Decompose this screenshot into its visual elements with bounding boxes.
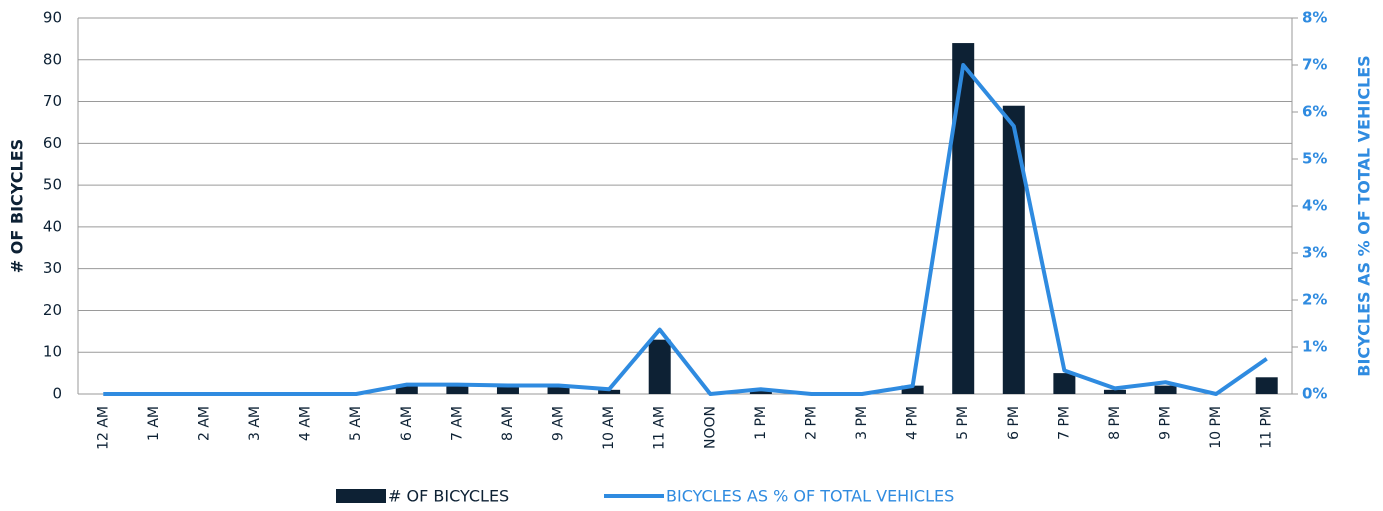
bar xyxy=(547,385,570,394)
y-tick-label: 30 xyxy=(43,259,62,277)
x-tick-label: 2 PM xyxy=(803,406,819,440)
x-tick-label: 10 PM xyxy=(1208,406,1224,449)
x-tick-label: 11 AM xyxy=(652,406,668,450)
y2-tick-label: 0% xyxy=(1302,385,1327,403)
bar xyxy=(1103,389,1126,394)
y-tick-label: 90 xyxy=(43,9,62,27)
bar xyxy=(598,389,621,394)
x-tick-label: 12 AM xyxy=(95,406,111,450)
y-tick-label: 60 xyxy=(43,134,62,152)
x-tick-label: 2 AM xyxy=(196,406,212,441)
x-tick-label: 7 AM xyxy=(449,406,465,441)
x-tick-label: 4 PM xyxy=(905,406,921,440)
x-tick-label: 4 AM xyxy=(298,406,314,441)
y-tick-label: 20 xyxy=(43,301,62,319)
bar xyxy=(395,385,418,394)
y2-tick-label: 6% xyxy=(1302,103,1327,121)
x-tick-label: 7 PM xyxy=(1056,406,1072,440)
legend-label: BICYCLES AS % OF TOTAL VEHICLES xyxy=(666,487,954,506)
line-series xyxy=(103,63,1268,396)
bar xyxy=(1154,385,1177,394)
legend-swatch xyxy=(336,489,386,503)
y2-tick-label: 2% xyxy=(1302,291,1327,309)
x-tick-label: 11 PM xyxy=(1259,406,1275,449)
y2-tick-label: 3% xyxy=(1302,244,1327,262)
bar xyxy=(1053,373,1076,394)
x-tick-label: 6 PM xyxy=(1006,406,1022,440)
x-tick-label: 9 AM xyxy=(551,406,567,441)
bar xyxy=(648,339,671,394)
bar xyxy=(901,385,924,394)
x-tick-label: 1 PM xyxy=(753,406,769,440)
x-tick-label: 9 PM xyxy=(1158,406,1174,440)
y-tick-label: 10 xyxy=(43,343,62,361)
x-tick-label: 5 AM xyxy=(348,406,364,441)
y2-axis-title: BICYCLES AS % OF TOTAL VEHICLES xyxy=(1355,55,1374,376)
y-tick-label: 0 xyxy=(52,385,62,403)
bar xyxy=(749,389,772,394)
bar xyxy=(1002,105,1025,394)
y-tick-label: 40 xyxy=(43,217,62,235)
x-tick-label: NOON xyxy=(702,406,718,449)
x-tick-label: 5 PM xyxy=(955,406,971,440)
y-axis-title: # OF BICYCLES xyxy=(8,139,27,273)
y2-tick-label: 8% xyxy=(1302,9,1327,27)
y2-tick-label: 5% xyxy=(1302,150,1327,168)
legend-label: # OF BICYCLES xyxy=(388,487,509,506)
bar xyxy=(446,385,469,394)
bar xyxy=(1255,377,1278,394)
y-tick-label: 80 xyxy=(43,50,62,68)
y2-tick-label: 1% xyxy=(1302,338,1327,356)
x-tick-label: 8 AM xyxy=(500,406,516,441)
y-tick-label: 50 xyxy=(43,176,62,194)
bar xyxy=(952,43,975,395)
y2-tick-label: 4% xyxy=(1302,197,1327,215)
x-tick-label: 10 AM xyxy=(601,406,617,450)
x-tick-label: 1 AM xyxy=(146,406,162,441)
y-tick-label: 70 xyxy=(43,92,62,110)
x-tick-label: 3 AM xyxy=(247,406,263,441)
bar xyxy=(496,385,519,394)
x-tick-label: 8 PM xyxy=(1107,406,1123,440)
x-tick-label: 6 AM xyxy=(399,406,415,441)
y2-tick-label: 7% xyxy=(1302,56,1327,74)
x-tick-label: 3 PM xyxy=(854,406,870,440)
